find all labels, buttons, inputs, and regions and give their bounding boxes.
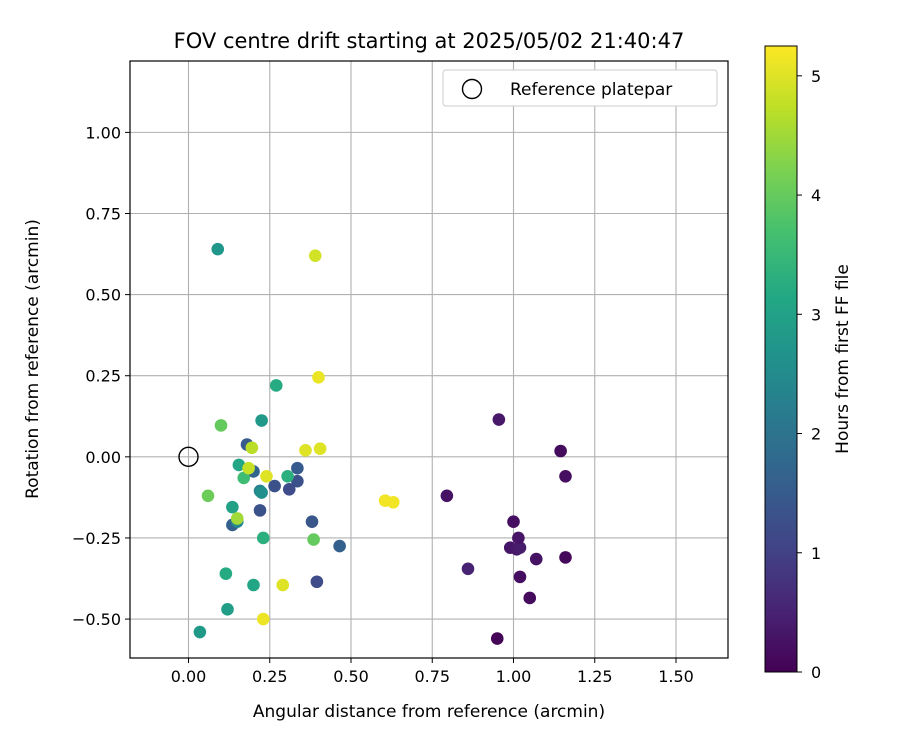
data-point — [559, 470, 572, 483]
data-point — [276, 578, 290, 592]
data-point — [513, 541, 527, 554]
x-tick-label: 0.25 — [252, 667, 288, 686]
data-point — [492, 413, 506, 426]
colorbar-ticks: 0 1 2 3 4 5 — [797, 67, 821, 682]
colorbar-gradient — [764, 45, 798, 673]
y-tick-label: −0.25 — [72, 529, 121, 548]
data-point — [333, 539, 346, 553]
data-point — [308, 249, 322, 262]
data-point — [237, 471, 251, 485]
y-axis-ticks: 1.00 0.75 0.50 0.25 0.00 −0.25 −0.50 — [72, 123, 130, 629]
colorbar-tick-label: 3 — [811, 305, 821, 324]
data-point — [281, 470, 294, 483]
data-point — [245, 441, 259, 455]
data-point — [256, 531, 270, 545]
data-point — [305, 515, 319, 529]
data-point — [440, 489, 454, 503]
data-point — [386, 495, 400, 509]
x-tick-label: 1.50 — [658, 667, 694, 686]
data-point — [554, 444, 567, 458]
data-point — [242, 461, 255, 475]
data-point — [299, 444, 312, 457]
data-point — [221, 603, 234, 616]
data-point — [461, 562, 475, 576]
data-point — [291, 461, 304, 475]
data-point — [310, 575, 324, 589]
data-point — [282, 482, 296, 496]
legend: Reference platepar — [442, 69, 718, 107]
data-point — [513, 570, 527, 584]
data-point — [214, 419, 228, 432]
x-axis-label: Angular distance from reference (arcmin) — [253, 702, 605, 722]
data-point — [230, 512, 244, 525]
data-point — [313, 442, 327, 456]
colorbar-tick-label: 4 — [811, 186, 821, 205]
x-tick-label: 1.25 — [577, 667, 613, 686]
y-tick-label: 0.50 — [85, 286, 121, 305]
legend-label: Reference platepar — [510, 80, 672, 100]
colorbar-tick-label: 0 — [811, 663, 821, 682]
data-point — [312, 371, 325, 384]
y-tick-label: −0.50 — [72, 610, 121, 629]
y-axis-label: Rotation from reference (arcmin) — [23, 219, 43, 499]
colorbar-tick-label: 1 — [811, 544, 821, 563]
colorbar-tick-label: 5 — [811, 67, 821, 86]
data-point — [226, 500, 239, 514]
chart-title: FOV centre drift starting at 2025/05/02 … — [174, 29, 685, 53]
data-point — [219, 567, 233, 580]
data-point — [255, 414, 268, 427]
colorbar: 0 1 2 3 4 5 Hours from first FF file — [764, 45, 853, 682]
x-tick-label: 0.75 — [414, 667, 450, 686]
data-point — [247, 578, 260, 592]
data-point — [256, 612, 270, 626]
data-point — [307, 533, 320, 546]
x-tick-label: 0.00 — [171, 667, 207, 686]
data-points — [193, 242, 572, 645]
data-point — [291, 474, 304, 488]
y-tick-label: 1.00 — [85, 123, 121, 142]
data-point — [269, 379, 283, 392]
data-point — [512, 531, 525, 545]
data-point — [490, 632, 504, 645]
data-point — [529, 552, 543, 566]
x-tick-label: 1.00 — [496, 667, 532, 686]
reference-platepar-marker — [178, 446, 199, 468]
y-tick-label: 0.25 — [85, 367, 121, 386]
data-point — [523, 591, 537, 605]
x-axis-ticks: 0.00 0.25 0.50 0.75 1.00 1.25 1.50 — [171, 658, 694, 686]
legend-box — [442, 69, 718, 107]
colorbar-tick-label: 2 — [811, 425, 821, 444]
x-tick-label: 0.50 — [333, 667, 369, 686]
plot-frame — [129, 60, 729, 659]
data-point — [211, 242, 225, 256]
data-point — [559, 551, 572, 564]
y-tick-label: 0.00 — [85, 448, 121, 467]
data-point — [255, 486, 268, 499]
data-point — [232, 458, 246, 472]
y-tick-label: 0.75 — [85, 204, 121, 223]
data-point — [193, 625, 207, 639]
data-point — [253, 504, 267, 517]
data-point — [260, 470, 273, 483]
data-point — [201, 489, 215, 503]
grid — [130, 61, 728, 658]
data-point — [507, 515, 520, 529]
data-point — [268, 479, 281, 493]
legend-marker-icon — [461, 78, 483, 100]
colorbar-label: Hours from first FF file — [833, 264, 853, 454]
